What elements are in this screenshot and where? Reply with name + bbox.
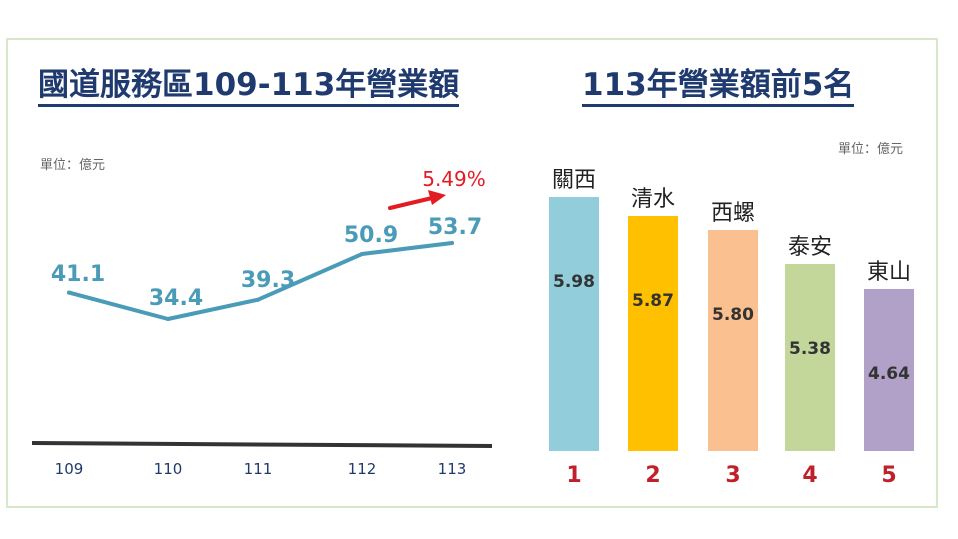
line-point: [360, 252, 364, 257]
bar-category-label: 東山: [867, 260, 911, 285]
line-value-label: 39.3: [241, 268, 295, 293]
bar-value-label: 5.38: [789, 339, 831, 359]
line-chart-unit: 單位：億元: [40, 158, 106, 173]
bar: [628, 216, 678, 451]
line-point: [256, 297, 260, 302]
x-tick-label: 113: [438, 460, 467, 478]
line-value-label: 41.1: [51, 262, 105, 287]
bar: [864, 289, 914, 451]
bar-category-label: 清水: [631, 187, 675, 212]
x-tick-label: 109: [55, 460, 84, 478]
bar-value-label: 5.80: [712, 305, 754, 325]
x-tick-label: 111: [244, 460, 273, 478]
bar-rank-label: 2: [645, 463, 660, 488]
line-point: [450, 241, 454, 245]
x-tick-label: 110: [154, 460, 183, 478]
growth-annotation: 5.49%: [422, 167, 486, 191]
bar-category-label: 關西: [552, 168, 596, 193]
bar-rank-label: 3: [725, 463, 740, 488]
chart-frame: [6, 38, 938, 508]
bar-value-label: 4.64: [868, 364, 910, 384]
line-value-label: 50.9: [344, 223, 398, 248]
bar-rank-label: 1: [566, 463, 581, 488]
bar: [549, 197, 599, 451]
line-value-label: 34.4: [149, 286, 203, 311]
bar-category-label: 泰安: [788, 235, 832, 260]
line-point: [67, 290, 71, 295]
growth-arrow-shaft: [388, 196, 434, 210]
line-chart-title: 國道服務區109-113年營業額: [38, 66, 460, 107]
bar-value-label: 5.87: [632, 291, 674, 311]
growth-arrow-head: [428, 190, 446, 205]
bar: [708, 230, 758, 451]
line-point: [166, 317, 170, 321]
bar-chart-title: 113年營業額前5名: [582, 66, 855, 107]
line-value-label: 53.7: [428, 215, 482, 240]
bar-chart-unit: 單位：億元: [838, 142, 904, 157]
x-axis-line: [31, 441, 493, 448]
bar-rank-label: 4: [802, 463, 817, 488]
bar-value-label: 5.98: [553, 272, 595, 292]
bar-category-label: 西螺: [711, 201, 755, 226]
x-tick-label: 112: [348, 460, 377, 478]
bar-rank-label: 5: [881, 463, 896, 488]
bar: [785, 264, 835, 451]
